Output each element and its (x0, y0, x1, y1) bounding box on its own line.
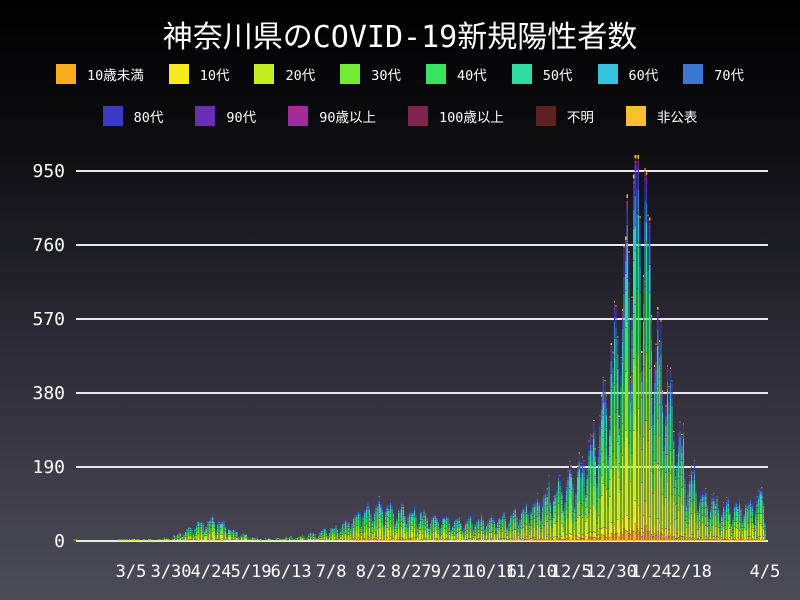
legend-label: 10歳未満 (86, 68, 144, 84)
legend-label: 40代 (457, 68, 487, 84)
legend-item: 不明 (535, 106, 594, 126)
legend-item: 60代 (597, 64, 659, 84)
legend-item: 50代 (511, 64, 573, 84)
legend-label: 60代 (628, 68, 659, 84)
y-tick-label: 380 (32, 383, 65, 404)
legend-swatch (535, 106, 556, 126)
legend-item: 100歳以上 (407, 106, 504, 126)
legend-item: 30代 (340, 64, 401, 84)
chart-title: 神奈川県のCOVID-19新規陽性者数 (162, 20, 638, 55)
legend-item: 70代 (683, 64, 744, 84)
y-tick-label: 950 (32, 161, 65, 182)
x-tick-label: 5/19 (231, 562, 272, 582)
legend-label: 20代 (285, 68, 316, 84)
legend-swatch (407, 106, 428, 126)
bars (74, 155, 766, 542)
legend-item: 40代 (426, 64, 487, 84)
legend-label: 10代 (199, 68, 230, 84)
legend-swatch (625, 106, 646, 126)
x-tick-label: 8/2 (356, 562, 387, 582)
x-tick-label: 2/18 (671, 562, 712, 582)
x-tick-label: 3/30 (151, 562, 192, 582)
x-tick-label: 10/16 (466, 562, 517, 582)
x-tick-label: 1/24 (631, 562, 672, 582)
legend-label: 不明 (566, 110, 594, 126)
gridlines (76, 170, 768, 542)
x-tick-label: 11/10 (506, 562, 557, 582)
legend-label: 非公表 (656, 110, 698, 126)
legend-row-1: 10歳未満 10代 20代 30代 40代 50代 60代 70代 (0, 64, 800, 84)
legend-swatch (597, 64, 618, 84)
legend-label: 50代 (542, 68, 573, 84)
x-tick-label: 12/30 (586, 562, 637, 582)
legend-item: 10代 (168, 64, 230, 84)
legend-item: 10歳未満 (55, 64, 144, 84)
legend-label: 90歳以上 (319, 110, 376, 126)
x-tick-label: 3/5 (116, 562, 147, 582)
legend-label: 90代 (226, 110, 257, 126)
legend-swatch (195, 106, 216, 126)
x-tick-label: 4/5 (750, 562, 781, 582)
legend-swatch (511, 64, 532, 84)
x-tick-label: 6/13 (271, 562, 312, 582)
legend-swatch (426, 64, 446, 84)
legend-label: 100歳以上 (438, 110, 504, 126)
x-tick-label: 12/5 (551, 562, 592, 582)
legend-swatch (288, 106, 309, 126)
x-tick-label: 8/27 (391, 562, 432, 582)
legend-item: 80代 (102, 106, 164, 126)
legend-swatch (102, 106, 123, 126)
y-axis-labels: 0 190 380 570 760 950 (32, 161, 65, 552)
y-tick-label: 760 (32, 235, 65, 256)
y-tick-label: 570 (32, 309, 65, 330)
legend-label: 70代 (714, 68, 745, 84)
y-tick-label: 190 (32, 457, 65, 478)
legend-label: 80代 (133, 110, 164, 126)
legend-item: 20代 (254, 64, 315, 84)
legend-item: 90歳以上 (288, 106, 376, 126)
x-tick-label: 9/21 (431, 562, 472, 582)
legend-swatch (683, 64, 704, 84)
y-tick-label: 0 (54, 531, 65, 552)
legend-label: 30代 (371, 68, 401, 84)
legend-item: 非公表 (625, 106, 698, 126)
legend-swatch (55, 64, 76, 84)
x-tick-label: 7/8 (316, 562, 347, 582)
x-tick-label: 4/24 (191, 562, 232, 582)
legend-swatch (254, 64, 275, 84)
legend-swatch (168, 64, 189, 84)
legend-row-2: 80代 90代 90歳以上 100歳以上 不明 非公表 (0, 106, 800, 126)
legend-swatch (340, 64, 361, 84)
x-axis-labels: 3/5 3/30 4/24 5/19 6/13 7/8 8/2 8/27 9/2110/1611… (116, 562, 781, 582)
legend-item: 90代 (195, 106, 256, 126)
